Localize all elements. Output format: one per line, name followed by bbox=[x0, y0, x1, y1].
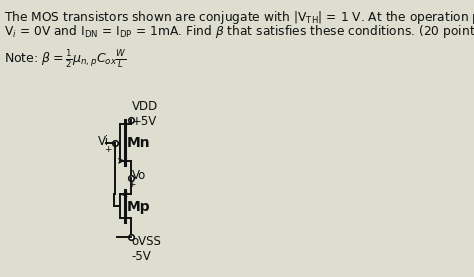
Text: Vo: Vo bbox=[132, 169, 146, 182]
Text: Mp: Mp bbox=[127, 200, 150, 214]
Text: Mn: Mn bbox=[127, 136, 150, 150]
Text: oVSS
-5V: oVSS -5V bbox=[132, 235, 162, 263]
Text: +: + bbox=[104, 145, 111, 154]
Text: V$_i$ = 0V and I$_{\mathrm{DN}}$ = I$_{\mathrm{DP}}$ = 1mA. Find $\beta$ that sa: V$_i$ = 0V and I$_{\mathrm{DN}}$ = I$_{\… bbox=[4, 23, 474, 40]
Text: Vi: Vi bbox=[98, 135, 109, 148]
Text: Note: $\beta = \frac{1}{2}\mu_{n,p}C_{ox}\frac{W}{L}$: Note: $\beta = \frac{1}{2}\mu_{n,p}C_{ox… bbox=[4, 48, 127, 70]
Text: The MOS transistors shown are conjugate with |V$_{\mathrm{TH}}$| = 1 V. At the o: The MOS transistors shown are conjugate … bbox=[4, 9, 474, 26]
Text: VDD
+5V: VDD +5V bbox=[132, 100, 158, 128]
Text: +: + bbox=[128, 179, 136, 189]
